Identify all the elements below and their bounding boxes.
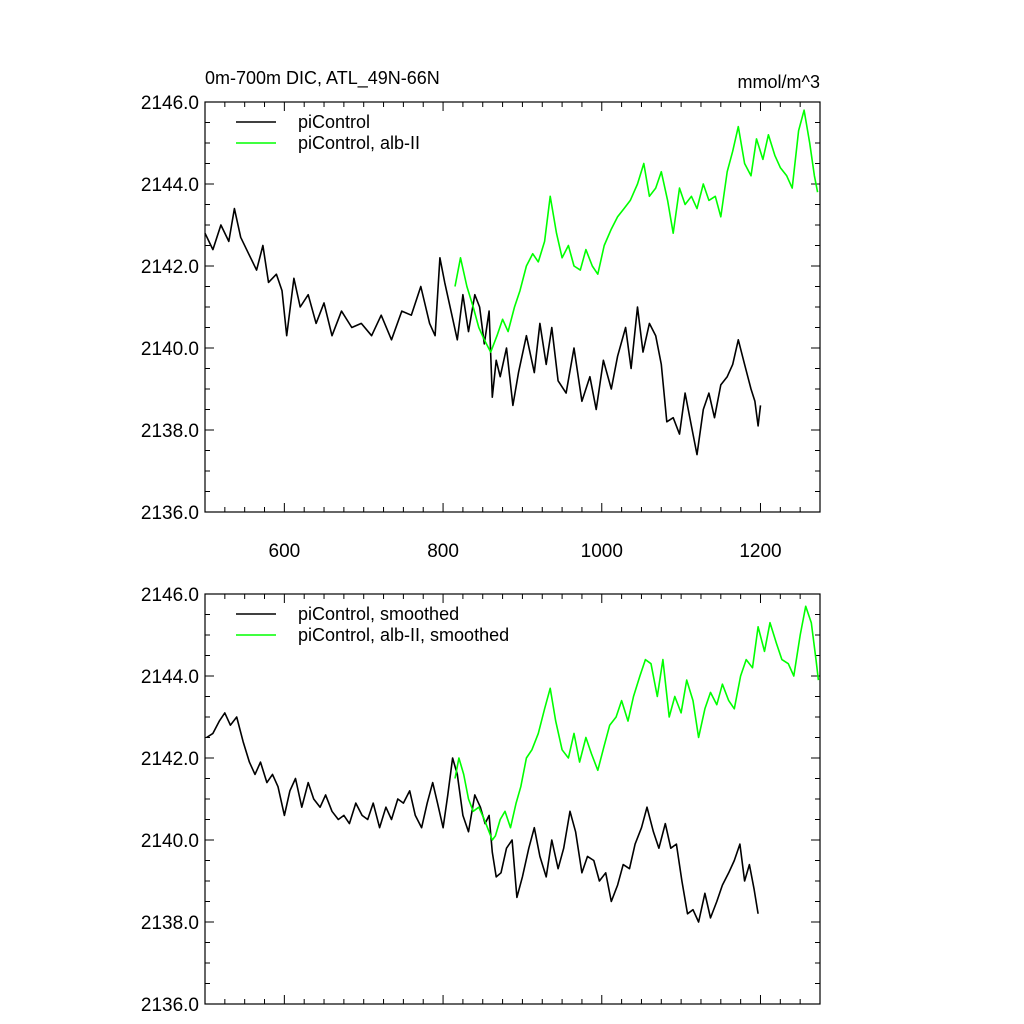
y-tick-label: 2142.0 xyxy=(141,749,199,770)
top-panel-series xyxy=(204,109,819,456)
top-panel-title: 0m-700m DIC, ATL_49N-66N xyxy=(205,68,440,89)
y-tick-label: 2140.0 xyxy=(141,339,199,360)
bottom-panel-series xyxy=(206,605,820,923)
legend-label: piControl xyxy=(298,112,370,132)
x-tick-label: 600 xyxy=(269,541,301,562)
legend-label: piControl, alb-II xyxy=(298,133,420,153)
y-tick-label: 2142.0 xyxy=(141,257,199,278)
bottom-panel-ticks: 2136.0 2138.0 2140.0 2142.0 2144.0 2146.0 xyxy=(141,585,821,1016)
legend-label: piControl, alb-II, smoothed xyxy=(298,625,509,645)
y-tick-label: 2136.0 xyxy=(141,995,199,1016)
y-tick-label: 2136.0 xyxy=(141,503,199,524)
y-tick-label: 2146.0 xyxy=(141,585,199,606)
series-line-control xyxy=(206,712,759,923)
series-line-control xyxy=(204,207,762,456)
series-line-alb-ii xyxy=(454,605,820,841)
y-tick-label: 2144.0 xyxy=(141,175,199,196)
y-tick-label: 2138.0 xyxy=(141,421,199,442)
x-tick-label: 800 xyxy=(427,541,459,562)
top-panel-frame xyxy=(204,101,821,513)
y-tick-label: 2146.0 xyxy=(141,93,199,114)
bottom-panel: 2136.0 2138.0 2140.0 2142.0 2144.0 2146.0 piC… xyxy=(141,585,821,1016)
y-tick-label: 2138.0 xyxy=(141,913,199,934)
y-tick-label: 2140.0 xyxy=(141,831,199,852)
series-line-alb-ii xyxy=(454,109,819,353)
legend-label: piControl, smoothed xyxy=(298,604,459,624)
x-tick-label: 1200 xyxy=(739,541,781,562)
bottom-panel-frame xyxy=(204,593,821,1005)
y-tick-label: 2144.0 xyxy=(141,667,199,688)
x-tick-label: 1000 xyxy=(581,541,623,562)
top-panel-ticks: 2136.0 2138.0 2140.0 2142.0 2144.0 2146.0 600 8… xyxy=(141,93,821,562)
top-panel: 0m-700m DIC, ATL_49N-66N mmol/m^3 2136.0… xyxy=(141,68,821,562)
top-panel-units: mmol/m^3 xyxy=(738,72,820,92)
